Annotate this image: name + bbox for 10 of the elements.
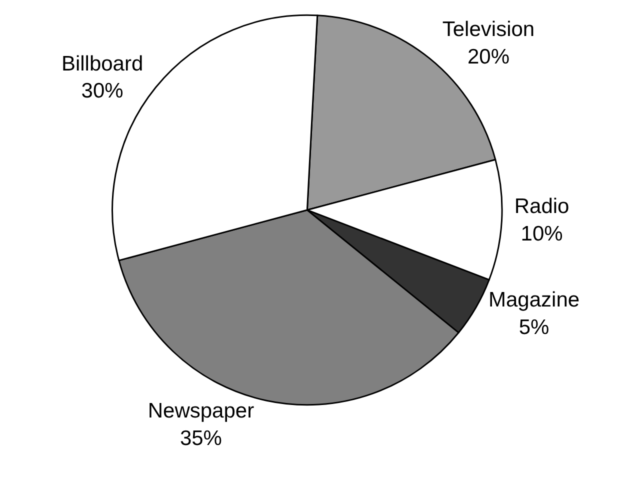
slice-label: Magazine	[488, 288, 580, 312]
slice-label: Newspaper	[148, 400, 254, 423]
data-label: 10%	[520, 222, 563, 246]
slice-label: Billboard	[61, 52, 144, 76]
data-label: 30%	[81, 80, 124, 103]
data-label: 35%	[180, 426, 222, 450]
data-label: 5%	[518, 316, 550, 339]
data-label: 20%	[467, 46, 510, 69]
slice-label: Television	[442, 18, 535, 42]
slice-label: Radio	[514, 195, 570, 218]
